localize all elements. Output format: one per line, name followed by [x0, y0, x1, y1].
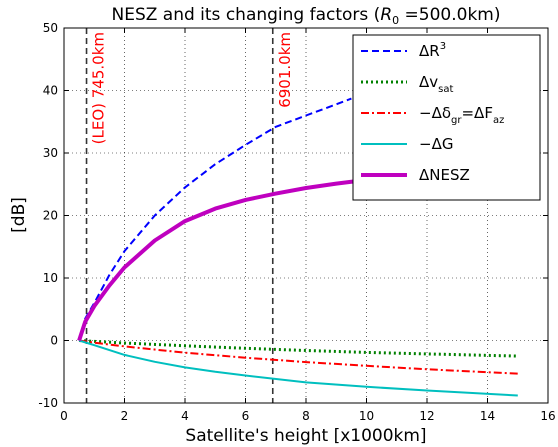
legend-label: −ΔG	[419, 135, 453, 153]
x-tick-label: 0	[60, 409, 68, 423]
legend-label: Δvsat	[419, 73, 453, 95]
series-lines	[77, 97, 518, 397]
y-tick-label: 0	[50, 334, 58, 348]
x-tick-label: 2	[121, 409, 129, 423]
vertical-markers	[85, 28, 274, 403]
marker-label: 6901.0km	[276, 32, 294, 108]
x-tick-label: 10	[359, 409, 374, 423]
legend-label: −Δδgr=ΔFaz	[419, 104, 504, 126]
legend-label: ΔNESZ	[419, 166, 470, 184]
x-tick-label: 8	[302, 409, 310, 423]
x-tick-label: 12	[419, 409, 434, 423]
y-tick-label: 20	[43, 209, 58, 223]
series-line	[79, 339, 518, 358]
vertical-marker-labels: (LEO) 745.0km 6901.0km	[90, 32, 294, 144]
y-tick-label: -10	[38, 396, 58, 410]
series-line	[78, 97, 352, 341]
y-tick-label: 50	[43, 21, 58, 35]
legend: ΔR3 Δvsat −Δδgr=ΔFaz −ΔG ΔNESZ	[352, 34, 541, 201]
x-axis-label: Satellite's height [x1000km]	[185, 426, 426, 446]
chart-title: NESZ and its changing factors (R0 =500.0…	[111, 5, 500, 27]
x-tick-label: 14	[480, 409, 495, 423]
y-axis-label: [dB]	[9, 197, 29, 233]
legend-label: ΔR3	[419, 41, 446, 60]
x-tick-label: 6	[242, 409, 250, 423]
series-line	[77, 174, 398, 342]
plot-frame	[63, 27, 549, 404]
grid	[64, 28, 548, 403]
series-line	[78, 339, 518, 397]
legend-box	[352, 34, 541, 201]
y-tick-label: 40	[43, 84, 58, 98]
y-tick-label: 10	[43, 271, 58, 285]
y-tick-label: 30	[43, 146, 58, 160]
x-tick-label: 16	[540, 409, 555, 423]
marker-label: (LEO) 745.0km	[90, 32, 108, 144]
series-line	[78, 339, 518, 375]
x-tick-label: 4	[181, 409, 189, 423]
